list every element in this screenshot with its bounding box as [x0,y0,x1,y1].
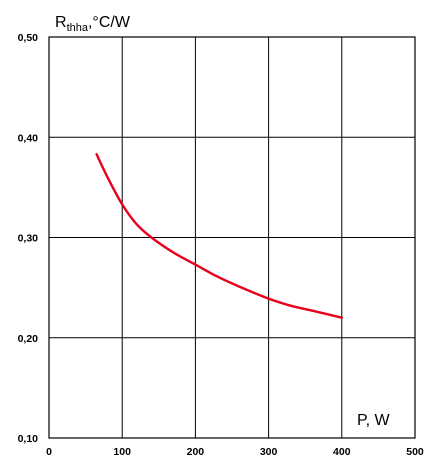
y-tick-label: 0,40 [18,132,39,144]
x-tick-label: 500 [406,446,424,458]
x-axis-title-background [352,406,410,432]
x-tick-labels: 0 100 200 300 400 500 [46,446,424,458]
series-line [95,153,343,319]
y-axis-title: Rthha,°C/W [55,14,131,34]
y-tick-label: 0,20 [18,333,39,345]
y-tick-labels: 0,10 0,20 0,30 0,40 0,50 [18,32,39,445]
x-tick-label: 0 [46,446,52,458]
x-axis-title: P, W [357,412,391,429]
x-tick-label: 200 [187,446,205,458]
y-axis-title-sub: thha [67,22,89,34]
y-axis-title-main: R [55,14,67,31]
plot-frame [48,36,416,439]
x-tick-label: 300 [260,446,278,458]
x-tick-label: 400 [333,446,351,458]
y-axis-title-unit: ,°C/W [88,14,131,31]
y-tick-label: 0,10 [18,433,39,445]
data-series [95,153,343,319]
y-tick-label: 0,50 [18,32,39,44]
y-tick-label: 0,30 [18,233,39,245]
x-tick-label: 100 [113,446,131,458]
grid-lines [49,37,415,438]
